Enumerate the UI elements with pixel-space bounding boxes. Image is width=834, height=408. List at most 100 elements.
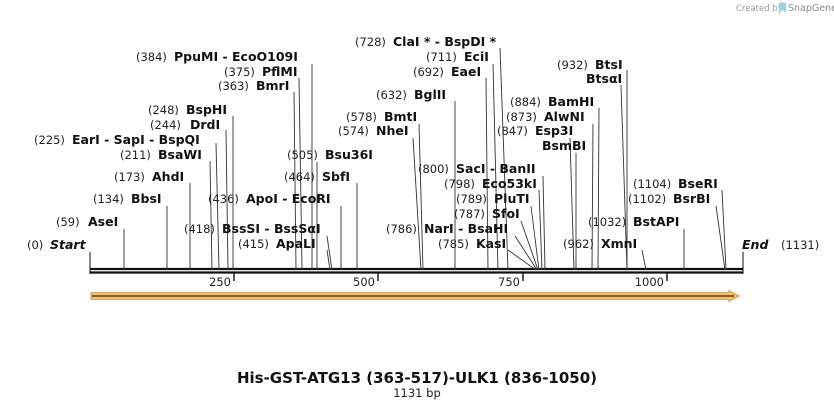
site-pflmi-position: (375)	[224, 65, 255, 79]
site-connector-lines	[123, 47, 727, 271]
map-title: His-GST-ATG13 (363-517)-ULK1 (836-1050)	[237, 369, 597, 387]
site-bmri-name: BmrI	[256, 78, 289, 93]
site-bmri-position: (363)	[218, 79, 249, 93]
site-xmni[interactable]: (962) XmnI	[563, 236, 637, 251]
site-eco53ki-name: Eco53kI	[482, 176, 537, 191]
site-alwni-name: AlwNI	[544, 109, 585, 124]
site-bseri-name: BseRI	[678, 176, 718, 191]
site-ecii-position: (711)	[426, 50, 457, 64]
site-clai-position: (728)	[355, 35, 386, 49]
site-eaei[interactable]: (692) EaeI	[413, 64, 481, 79]
site-apoi-position: (436)	[208, 192, 239, 206]
site-xmni-name: XmnI	[601, 236, 637, 251]
site-bbsi[interactable]: (134) BbsI	[93, 191, 162, 206]
feature-arrow[interactable]	[90, 289, 740, 303]
snapgene-logo-icon	[779, 2, 786, 13]
site-saci[interactable]: (800) SacI - BanII	[418, 161, 536, 176]
site-labels: (59) AseI (134) BbsI (173) AhdI (211) Bs…	[34, 34, 718, 251]
site-bsu36i-position: (505)	[287, 148, 318, 162]
site-pluti-position: (789)	[456, 192, 487, 206]
site-apoi[interactable]: (436) ApoI - EcoRI	[208, 191, 331, 206]
site-eco53ki-position: (798)	[444, 177, 475, 191]
site-bsu36i-name: Bsu36I	[325, 147, 373, 162]
site-bsrbi-position: (1102)	[628, 192, 666, 206]
site-sfoi-position: (787)	[454, 207, 485, 221]
site-pflmi-name: PflMI	[262, 64, 298, 79]
site-nhei[interactable]: (574) NheI	[338, 123, 409, 138]
site-ecii[interactable]: (711) EciI	[426, 49, 489, 64]
site-esp3i-position: (847)	[497, 124, 528, 138]
site-bsssi[interactable]: (418) BssSI - BssSαI	[184, 221, 321, 236]
site-apali[interactable]: (415) ApaLI	[238, 236, 316, 251]
site-btsai-name: BtsαI	[586, 71, 622, 86]
site-bsmbi[interactable]: BsmBI	[542, 138, 586, 153]
start-label: Start	[50, 237, 87, 252]
end-label: End	[742, 237, 769, 252]
site-btsai[interactable]: BtsαI	[586, 71, 622, 86]
site-esp3i-name: Esp3I	[535, 123, 573, 138]
site-sfoi-name: SfoI	[492, 206, 520, 221]
site-pluti-name: PluTI	[494, 191, 530, 206]
credit-prefix: Created by	[736, 4, 783, 14]
site-xmni-position: (962)	[563, 237, 594, 251]
site-pluti[interactable]: (789) PluTI	[456, 191, 530, 206]
site-bmti[interactable]: (578) BmtI	[346, 109, 417, 124]
site-bsphi-name: BspHI	[186, 102, 227, 117]
site-nari-name: NarI - BsaHI	[424, 221, 508, 236]
site-asei-position: (59)	[56, 215, 80, 229]
site-bbsi-name: BbsI	[131, 191, 162, 206]
site-drdi-name: DrdI	[190, 117, 220, 132]
site-bglii-position: (632)	[376, 88, 407, 102]
site-asei-name: AseI	[88, 214, 118, 229]
site-sbfi-name: SbfI	[322, 169, 350, 184]
site-bsrbi[interactable]: (1102) BsrBI	[628, 191, 710, 206]
site-drdi[interactable]: (244) DrdI	[150, 117, 220, 132]
credit-brand: SnapGene	[788, 3, 834, 14]
site-saci-position: (800)	[418, 162, 449, 176]
site-bglii[interactable]: (632) BglII	[376, 87, 446, 102]
site-ahdi-name: AhdI	[152, 169, 184, 184]
site-bsu36i[interactable]: (505) Bsu36I	[287, 147, 373, 162]
site-bamhi[interactable]: (884) BamHI	[510, 94, 594, 109]
site-eari[interactable]: (225) EarI - SapI - BspQI	[34, 132, 200, 147]
tick-label-500: 500	[353, 275, 375, 289]
site-alwni-position: (873)	[506, 110, 537, 124]
site-nari[interactable]: (786) NarI - BsaHI	[386, 221, 508, 236]
site-btsi[interactable]: (932) BtsI	[557, 57, 623, 72]
site-apali-position: (415)	[238, 237, 269, 251]
site-sbfi[interactable]: (464) SbfI	[284, 169, 350, 184]
site-bstapi[interactable]: (1032) BstAPI	[588, 214, 679, 229]
site-bseri[interactable]: (1104) BseRI	[633, 176, 718, 191]
site-eari-position: (225)	[34, 133, 65, 147]
scale-ticks: 250 500 750 1000	[209, 273, 668, 289]
site-bbsi-position: (134)	[93, 192, 124, 206]
site-ppumi[interactable]: (384) PpuMI - EcoO109I	[136, 49, 298, 64]
site-bsawi[interactable]: (211) BsaWI	[120, 147, 202, 162]
sequence-length: 1131 bp	[393, 386, 441, 400]
site-asei[interactable]: (59) AseI	[56, 214, 118, 229]
site-sfoi[interactable]: (787) SfoI	[454, 206, 520, 221]
site-bamhi-position: (884)	[510, 95, 541, 109]
site-alwni[interactable]: (873) AlwNI	[506, 109, 585, 124]
site-clai-name: ClaI * - BspDI *	[393, 34, 497, 49]
site-ppumi-position: (384)	[136, 50, 167, 64]
site-btsi-name: BtsI	[595, 57, 623, 72]
site-bglii-name: BglII	[414, 87, 446, 102]
end-position: (1131)	[781, 238, 819, 252]
site-bsphi[interactable]: (248) BspHI	[148, 102, 227, 117]
tick-label-250: 250	[209, 275, 231, 289]
site-bmti-position: (578)	[346, 110, 377, 124]
site-bmri[interactable]: (363) BmrI	[218, 78, 289, 93]
site-pflmi[interactable]: (375) PflMI	[224, 64, 298, 79]
site-clai[interactable]: (728) ClaI * - BspDI *	[355, 34, 497, 49]
site-eari-name: EarI - SapI - BspQI	[72, 132, 200, 147]
site-eaei-name: EaeI	[451, 64, 481, 79]
site-eco53ki[interactable]: (798) Eco53kI	[444, 176, 537, 191]
site-saci-name: SacI - BanII	[456, 161, 536, 176]
site-esp3i[interactable]: (847) Esp3I	[497, 123, 573, 138]
site-kasi[interactable]: (785) KasI	[438, 236, 506, 251]
site-ahdi-position: (173)	[114, 170, 145, 184]
site-ahdi[interactable]: (173) AhdI	[114, 169, 184, 184]
tick-label-1000: 1000	[635, 275, 664, 289]
